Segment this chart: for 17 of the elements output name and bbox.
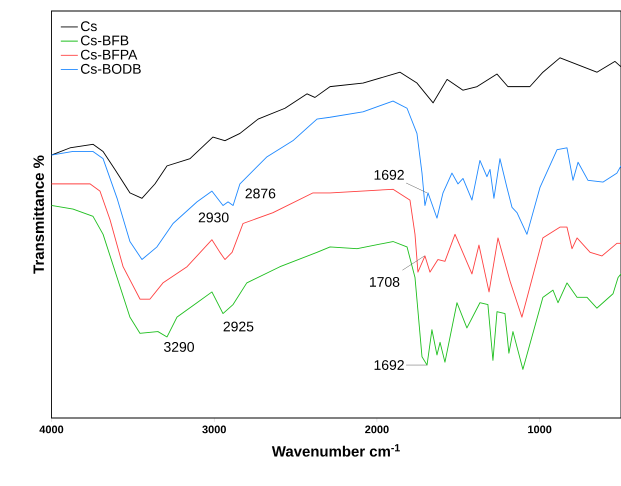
annotation: 1692 (374, 360, 404, 370)
y-axis-title: Transmittance % (33, 156, 44, 274)
annotation: 1692 (374, 170, 404, 180)
annotation: 2925 (224, 322, 254, 332)
x-tick-label: 2000 (365, 426, 389, 434)
annotation: 2876 (246, 188, 276, 198)
legend-label: Cs-BODB (80, 64, 141, 74)
annotation: 3290 (164, 342, 194, 352)
legend-label: Cs-BFB (80, 35, 128, 46)
x-tick-label: 3000 (202, 426, 226, 434)
legend-label: Cs-BFPA (80, 50, 138, 60)
x-tick-label: 1000 (528, 426, 552, 434)
legend-label: Cs (80, 21, 97, 32)
x-tick-label: 4000 (39, 426, 64, 434)
annotation: 2930 (198, 212, 229, 222)
x-axis-title: Wavenumber cm$^{-1}$ (272, 444, 400, 457)
annotation: 1708 (370, 276, 400, 287)
